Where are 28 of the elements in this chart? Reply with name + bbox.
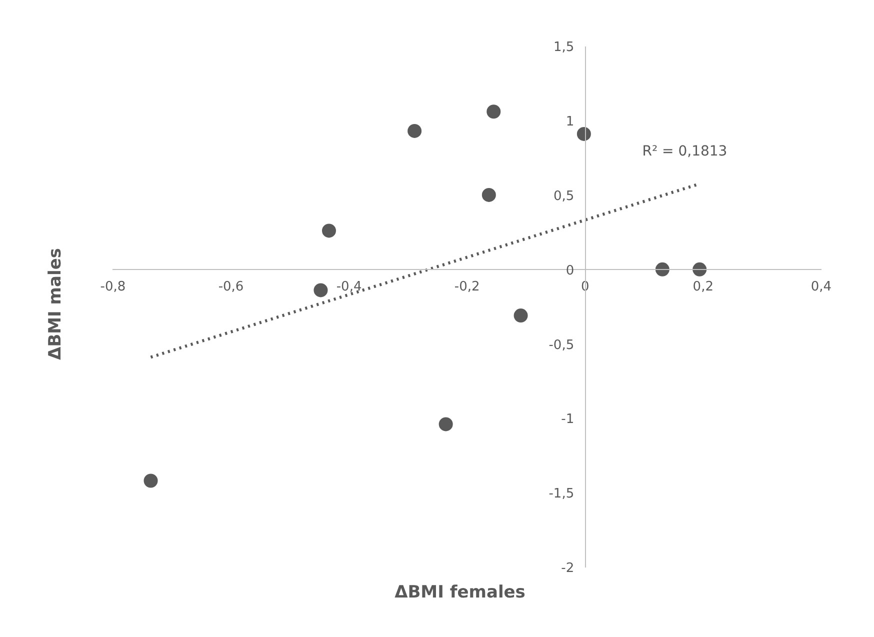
x-tick-label: -0,6	[218, 279, 244, 294]
point	[144, 474, 158, 488]
point	[314, 283, 328, 298]
point	[576, 126, 591, 141]
y-tick-label: -1	[561, 412, 574, 428]
point	[322, 224, 336, 238]
point	[408, 124, 422, 138]
point	[514, 308, 528, 323]
y-tick-label: 0	[566, 263, 574, 278]
annotation: R² = 0,1813	[642, 144, 728, 160]
y-tick-label: 0,5	[553, 188, 574, 204]
y-axis-title: ΔBMI males	[46, 248, 66, 360]
y-tick-label: 1,5	[553, 40, 574, 56]
point	[692, 262, 707, 276]
y-tick-label: -1,5	[548, 486, 574, 502]
x-tick-label: -0,2	[454, 279, 480, 294]
point	[438, 417, 453, 432]
point	[482, 188, 496, 202]
x-tick-label: 0,4	[810, 279, 832, 294]
x-tick-label: -0,8	[100, 279, 126, 294]
point	[655, 262, 670, 276]
x-tick-label: 0,2	[692, 279, 714, 294]
point	[486, 104, 501, 119]
x-tick-label: -0,4	[336, 279, 362, 294]
y-tick-label: -0,5	[548, 338, 574, 353]
y-tick-label: 1	[566, 114, 574, 130]
y-tick-label: -2	[561, 561, 574, 576]
x-axis-title: ΔBMI females	[394, 582, 526, 602]
